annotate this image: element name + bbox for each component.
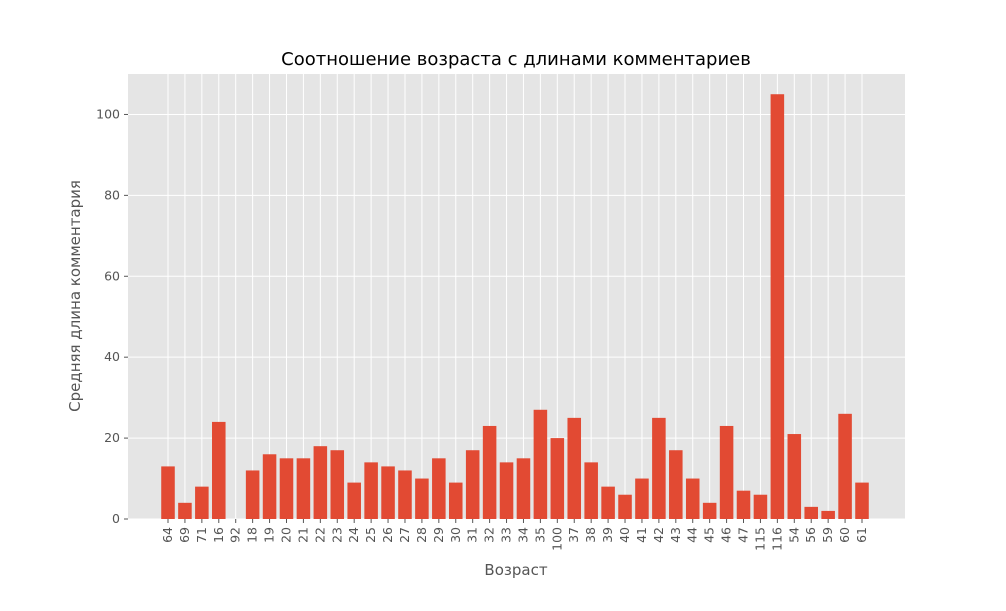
- bar: [415, 478, 429, 519]
- bar: [804, 506, 818, 519]
- bars: [161, 94, 869, 520]
- x-axis-label: Возраст: [484, 561, 547, 579]
- bar: [262, 454, 277, 519]
- x-tick-label: 116: [769, 527, 784, 551]
- x-tick-label: 27: [397, 527, 412, 543]
- bar: [838, 413, 852, 519]
- x-tick-label: 21: [295, 527, 310, 543]
- bar: [195, 486, 209, 519]
- x-tick-label: 25: [363, 527, 378, 543]
- bar: [855, 482, 869, 519]
- y-tick-label: 100: [96, 106, 120, 121]
- x-tick-label: 30: [448, 527, 463, 543]
- x-tick-label: 46: [719, 527, 734, 543]
- y-axis-ticks: 0 20 40 60 80 100: [96, 106, 128, 526]
- x-tick-label: 54: [786, 527, 801, 543]
- bar: [719, 425, 734, 519]
- bar: [212, 421, 226, 519]
- x-tick-label: 34: [515, 527, 530, 543]
- x-tick-label: 44: [685, 527, 700, 543]
- bar: [516, 458, 531, 519]
- x-tick-label: 20: [278, 527, 293, 543]
- y-tick-label: 80: [104, 187, 120, 202]
- bar: [313, 446, 328, 519]
- bar: [347, 482, 361, 519]
- bar: [770, 94, 785, 520]
- x-tick-label: 47: [736, 527, 751, 543]
- x-tick-label: 92: [228, 527, 243, 543]
- x-tick-label: 16: [211, 527, 226, 543]
- bar: [482, 425, 497, 519]
- x-tick-label: 39: [600, 527, 615, 543]
- y-tick-label: 40: [104, 349, 120, 364]
- bar: [364, 462, 378, 519]
- x-tick-label: 24: [346, 527, 361, 543]
- bar: [753, 494, 768, 519]
- bar: [178, 502, 192, 519]
- x-tick-label: 69: [177, 527, 192, 543]
- y-tick-label: 0: [112, 511, 120, 526]
- bar: [161, 466, 175, 519]
- y-axis-label: Средняя длина комментария: [66, 180, 84, 412]
- bar: [787, 434, 802, 519]
- x-tick-label: 61: [854, 527, 869, 543]
- x-tick-label: 37: [566, 527, 581, 543]
- x-tick-label: 28: [414, 527, 429, 543]
- y-tick-label: 60: [104, 268, 120, 283]
- bar: [652, 417, 666, 519]
- bar: [432, 458, 446, 519]
- x-tick-label: 26: [380, 527, 395, 543]
- x-tick-label: 33: [499, 527, 514, 543]
- bar: [533, 409, 548, 519]
- x-tick-label: 64: [160, 527, 175, 543]
- x-tick-label: 35: [532, 527, 547, 543]
- x-tick-label: 32: [482, 527, 497, 543]
- x-axis-ticks: 64 69 71 16 92 18 19 20 21 22 23 24 25 26 27 28 29 30 31 32…: [160, 519, 869, 551]
- bar: [635, 478, 649, 519]
- bar: [584, 462, 598, 519]
- bar: [821, 510, 835, 519]
- bar: [669, 450, 683, 519]
- y-tick-label: 20: [104, 430, 120, 445]
- bar: [398, 470, 412, 519]
- x-tick-label: 31: [465, 527, 480, 543]
- bar: [736, 490, 751, 519]
- x-tick-label: 18: [245, 527, 260, 543]
- x-tick-label: 60: [837, 527, 852, 543]
- x-tick-label: 71: [194, 527, 209, 543]
- x-tick-label: 100: [549, 527, 564, 551]
- x-tick-label: 23: [329, 527, 344, 543]
- bar: [702, 502, 717, 519]
- bar: [618, 494, 632, 519]
- x-tick-label: 22: [312, 527, 327, 543]
- bar: [245, 470, 260, 519]
- chart-title: Соотношение возраста с длинами комментар…: [281, 49, 751, 70]
- x-tick-label: 19: [262, 527, 277, 543]
- bar: [550, 438, 565, 519]
- bar: [499, 462, 514, 519]
- bar: [685, 478, 700, 519]
- x-tick-label: 42: [651, 527, 666, 543]
- x-tick-label: 29: [431, 527, 446, 543]
- bar: [465, 450, 480, 519]
- x-tick-label: 40: [617, 527, 632, 543]
- x-tick-label: 43: [668, 527, 683, 543]
- bar: [330, 450, 345, 519]
- x-tick-label: 41: [634, 527, 649, 543]
- bar: [567, 417, 582, 519]
- x-tick-label: 115: [752, 527, 767, 551]
- bar: [279, 458, 294, 519]
- bar: [296, 458, 311, 519]
- x-tick-label: 56: [803, 527, 818, 543]
- bar: [601, 486, 615, 519]
- bar: [381, 466, 395, 519]
- x-tick-label: 38: [583, 527, 598, 543]
- bar: [448, 482, 463, 519]
- x-tick-label: 59: [820, 527, 835, 543]
- x-tick-label: 45: [702, 527, 717, 543]
